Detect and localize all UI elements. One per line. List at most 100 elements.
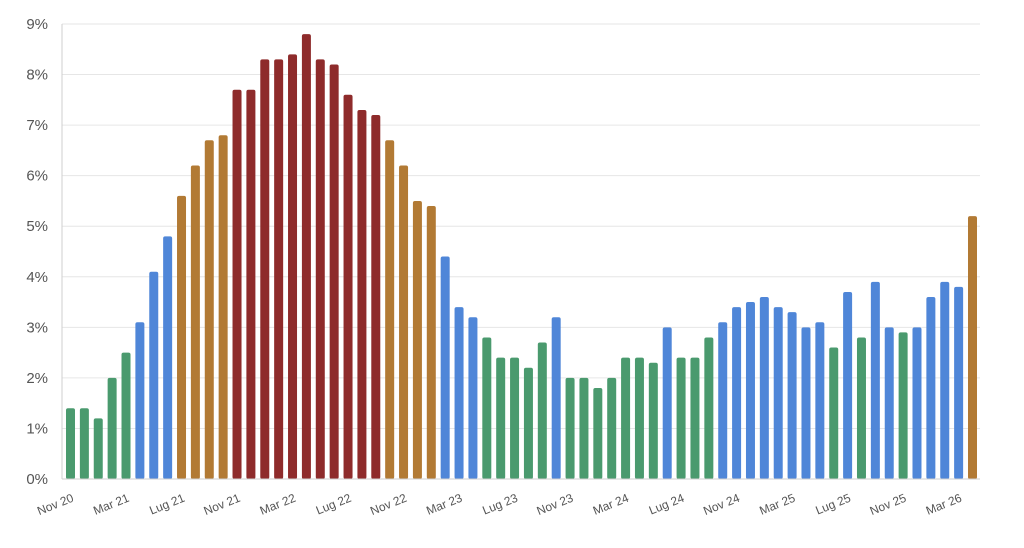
bar (593, 388, 603, 479)
bar (648, 362, 658, 479)
x-tick-label: Lug 25 (813, 491, 853, 518)
bar (940, 281, 950, 479)
y-tick-label: 1% (26, 420, 48, 437)
bar (704, 337, 714, 479)
bar (787, 312, 797, 479)
bar (66, 408, 75, 479)
x-tick-label: Mar 25 (757, 491, 797, 518)
bar (676, 357, 686, 479)
bar (856, 337, 866, 479)
bar (177, 195, 187, 479)
bar (288, 54, 298, 479)
bar (329, 64, 339, 479)
bar (163, 236, 173, 479)
bar (204, 140, 214, 479)
bar (371, 115, 381, 479)
bar (232, 89, 242, 479)
x-tick-label: Nov 24 (701, 491, 742, 518)
y-tick-label: 5% (26, 218, 48, 235)
bar (343, 94, 353, 479)
bar (149, 271, 159, 479)
bar (815, 322, 825, 479)
bar (468, 317, 478, 479)
bar (551, 317, 561, 479)
bar (440, 256, 450, 479)
bar (912, 327, 922, 479)
bar (357, 109, 367, 479)
bar (93, 418, 103, 479)
bar (718, 322, 728, 479)
bar (523, 367, 533, 479)
bar (426, 206, 436, 479)
bar (634, 357, 644, 479)
bar (579, 377, 589, 479)
x-tick-label: Nov 21 (202, 491, 243, 518)
bar (315, 59, 325, 479)
bar (121, 352, 131, 479)
bar (510, 357, 520, 479)
bar (79, 408, 89, 479)
y-tick-label: 9% (26, 16, 48, 33)
bar (954, 286, 964, 479)
bar (385, 140, 395, 479)
bar (260, 59, 270, 479)
bar (870, 281, 880, 479)
bar (759, 297, 769, 479)
y-tick-label: 7% (26, 117, 48, 134)
bar (898, 332, 908, 479)
bar (843, 291, 853, 479)
bars (66, 34, 977, 480)
bar (745, 302, 755, 479)
bar (301, 34, 311, 480)
bar (662, 327, 672, 479)
x-tick-label: Nov 25 (868, 491, 909, 518)
gridlines (62, 23, 980, 429)
bar (454, 307, 464, 479)
bar (607, 377, 617, 479)
bar (218, 135, 228, 479)
y-tick-label: 0% (26, 471, 48, 488)
bar (135, 322, 145, 479)
x-tick-label: Mar 21 (91, 491, 131, 518)
bar (926, 297, 936, 479)
bar (732, 307, 742, 479)
bar (399, 165, 409, 479)
y-tick-label: 2% (26, 370, 48, 387)
bar (690, 357, 700, 479)
x-tick-label: Nov 23 (535, 491, 576, 518)
x-tick-label: Mar 23 (424, 491, 464, 518)
y-tick-label: 3% (26, 319, 48, 336)
bar (190, 165, 200, 479)
x-tick-labels: Nov 20 Mar 21 Lug 21 Nov 21 Mar 22 Lug 22 Nov … (35, 491, 964, 518)
bar (621, 357, 631, 479)
y-tick-label: 6% (26, 168, 48, 185)
bar (496, 357, 506, 479)
bar (829, 347, 839, 479)
x-tick-label: Lug 21 (147, 491, 187, 518)
bar (274, 59, 284, 479)
bar (246, 89, 256, 479)
y-tick-label: 8% (26, 67, 48, 84)
x-tick-label: Mar 26 (924, 491, 964, 518)
bar (801, 327, 811, 479)
bar (884, 327, 894, 479)
bar (773, 307, 783, 479)
bar (107, 377, 117, 479)
axes (61, 24, 980, 480)
x-tick-label: Lug 23 (480, 491, 520, 518)
bar (565, 377, 575, 479)
bar (537, 342, 547, 479)
x-tick-label: Mar 24 (591, 491, 631, 518)
bar (968, 216, 977, 480)
x-tick-label: Mar 22 (258, 491, 298, 518)
y-tick-label: 4% (26, 269, 48, 286)
x-tick-label: Lug 24 (647, 491, 687, 518)
bar (482, 337, 492, 479)
x-tick-label: Lug 22 (314, 491, 354, 518)
y-tick-labels: 0% 1% 2% 3% 4% 5% 6% 7% 8% 9% (26, 16, 48, 488)
x-tick-label: Nov 22 (368, 491, 409, 518)
x-tick-label: Nov 20 (35, 491, 76, 518)
bar (412, 200, 422, 479)
